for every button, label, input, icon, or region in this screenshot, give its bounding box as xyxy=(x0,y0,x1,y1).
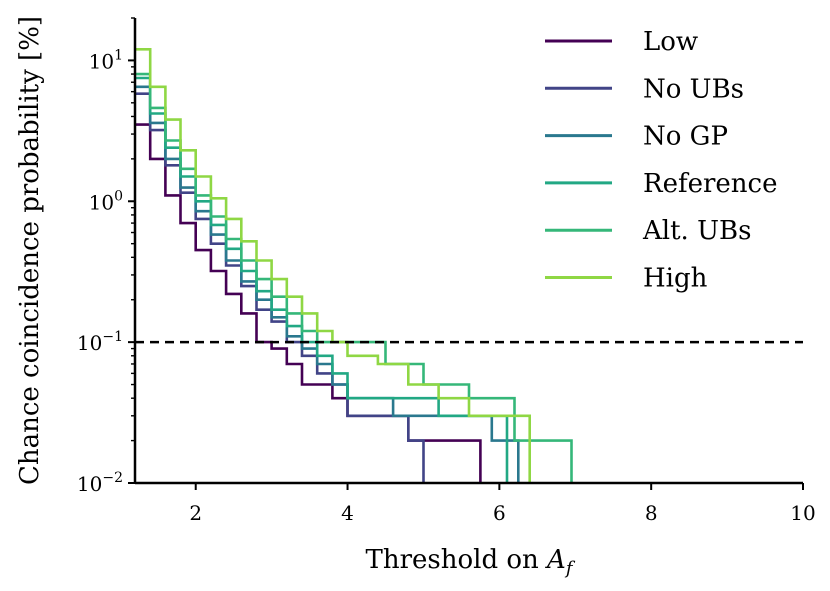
y-axis-label: Chance coincidence probability [%] xyxy=(15,16,45,485)
legend-label-no-gp: No GP xyxy=(643,122,728,152)
y-tick-label: 10−2 xyxy=(77,470,123,496)
x-tick-label: 4 xyxy=(341,501,354,525)
y-tick-label: 101 xyxy=(89,47,123,73)
x-tick-label: 6 xyxy=(493,501,506,525)
series-layer xyxy=(135,48,573,483)
series-line-reference xyxy=(135,76,509,483)
x-tick-label: 2 xyxy=(189,501,202,525)
y-tick-label: 10−1 xyxy=(77,329,123,355)
series-line-high xyxy=(135,48,531,483)
legend-label-low: Low xyxy=(643,27,698,57)
y-tick-label: 100 xyxy=(89,188,123,214)
x-label-subscript: f xyxy=(564,558,576,579)
legend-label-high: High xyxy=(643,264,708,294)
legend-label-no-ubs: No UBs xyxy=(643,74,744,104)
x-label-text: Threshold on xyxy=(366,545,548,575)
legend: Low No UBs No GP Reference Alt. UBs High xyxy=(545,27,777,294)
x-label-symbol: A xyxy=(545,545,566,575)
legend-label-reference: Reference xyxy=(643,169,777,199)
x-tick-label: 8 xyxy=(645,501,658,525)
y-ticks: 10−2 10−1 100 101 xyxy=(77,17,135,496)
x-ticks: 2 4 6 8 10 xyxy=(189,483,816,525)
series-line-low xyxy=(135,123,482,483)
legend-label-alt-ubs: Alt. UBs xyxy=(642,216,751,246)
x-axis-label: Threshold on Af xyxy=(366,545,576,579)
series-line-no-gp xyxy=(135,85,520,483)
axes xyxy=(133,18,803,485)
x-tick-label: 10 xyxy=(790,501,815,525)
series-line-no-ubs xyxy=(135,92,425,483)
